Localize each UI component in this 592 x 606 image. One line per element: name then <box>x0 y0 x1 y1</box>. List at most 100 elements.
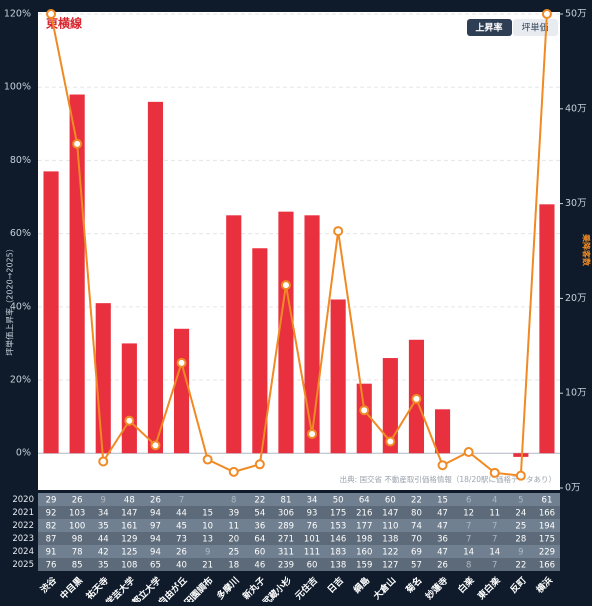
table-cell: 36 <box>437 535 448 545</box>
table-cell: 129 <box>121 535 137 545</box>
table-cell: 46 <box>254 561 265 571</box>
table-cell: 25 <box>515 522 526 532</box>
table-cell: 6 <box>466 496 471 506</box>
table-cell: 26 <box>72 496 83 506</box>
bar <box>435 409 450 453</box>
table-cell: 108 <box>121 561 137 571</box>
row-label: 2020 <box>12 495 34 505</box>
bar <box>96 303 111 453</box>
table-cell: 14 <box>463 548 474 558</box>
table-cell: 138 <box>330 561 346 571</box>
line-point <box>99 457 107 465</box>
bar <box>539 204 554 453</box>
bar <box>226 215 241 453</box>
table-cell: 12 <box>463 509 474 519</box>
table-cell: 103 <box>69 509 85 519</box>
table-cell: 20 <box>228 535 239 545</box>
row-label: 2023 <box>12 534 34 544</box>
line-point <box>47 10 55 18</box>
bar <box>357 384 372 454</box>
bar <box>148 102 163 453</box>
table-cell: 93 <box>307 509 318 519</box>
row-label: 2021 <box>12 508 34 518</box>
y2-tick-label: 10万 <box>565 388 587 399</box>
table-cell: 110 <box>382 522 398 532</box>
table-cell: 45 <box>176 522 187 532</box>
y2-tick-label: 50万 <box>565 9 587 20</box>
toggle-label[interactable]: 坪単価 <box>521 22 548 34</box>
bar <box>304 215 319 453</box>
line-point <box>308 430 316 438</box>
table-cell: 306 <box>278 509 294 519</box>
table-cell: 101 <box>304 535 320 545</box>
table-cell: 11 <box>489 509 500 519</box>
y-tick-label: 40% <box>10 301 31 312</box>
table-cell: 161 <box>121 522 137 532</box>
table-cell: 125 <box>121 548 137 558</box>
table-cell: 22 <box>411 496 422 506</box>
line-point <box>543 10 551 18</box>
line-point <box>517 472 525 480</box>
table-row <box>38 532 560 545</box>
table-cell: 8 <box>466 561 471 571</box>
table-cell: 81 <box>281 496 292 506</box>
line-point <box>465 448 473 456</box>
table-cell: 80 <box>411 509 422 519</box>
bar <box>174 329 189 453</box>
table-cell: 61 <box>542 496 553 506</box>
table-cell: 97 <box>150 522 161 532</box>
table-cell: 10 <box>202 522 213 532</box>
table-cell: 47 <box>437 522 448 532</box>
table-cell: 34 <box>307 496 318 506</box>
table-cell: 153 <box>330 522 346 532</box>
plot-panel <box>38 12 560 490</box>
table-cell: 73 <box>176 535 187 545</box>
line-point <box>256 460 264 468</box>
table-cell: 94 <box>150 535 161 545</box>
line-point <box>334 227 342 235</box>
row-label: 2025 <box>12 560 34 570</box>
table-cell: 11 <box>228 522 239 532</box>
table-cell: 311 <box>278 548 294 558</box>
line-point <box>412 395 420 403</box>
table-cell: 8 <box>231 496 236 506</box>
table-cell: 78 <box>72 548 83 558</box>
table-cell: 159 <box>356 561 372 571</box>
table-cell: 9 <box>205 548 210 558</box>
y-axis-title: 坪単価上昇率（2020→2025） <box>5 244 15 355</box>
table-cell: 122 <box>382 548 398 558</box>
table-cell: 69 <box>411 548 422 558</box>
line-point <box>491 469 499 477</box>
table-cell: 76 <box>307 522 318 532</box>
table-cell: 289 <box>278 522 294 532</box>
table-cell: 194 <box>539 522 555 532</box>
line-point <box>125 417 133 425</box>
table-cell: 216 <box>356 509 372 519</box>
table-cell: 94 <box>150 548 161 558</box>
table-cell: 9 <box>101 496 106 506</box>
table-cell: 7 <box>466 522 471 532</box>
table-cell: 29 <box>46 496 57 506</box>
table-cell: 7 <box>492 561 497 571</box>
line-point <box>360 406 368 414</box>
table-cell: 4 <box>492 496 497 506</box>
table-cell: 98 <box>72 535 83 545</box>
bar <box>122 343 137 453</box>
table-cell: 146 <box>330 535 346 545</box>
table-row <box>38 545 560 558</box>
table-cell: 35 <box>98 561 109 571</box>
table-cell: 34 <box>98 509 109 519</box>
table-cell: 175 <box>539 535 555 545</box>
table-cell: 82 <box>46 522 57 532</box>
line-point <box>73 140 81 148</box>
table-cell: 7 <box>492 522 497 532</box>
table-cell: 24 <box>515 509 526 519</box>
toggle-label[interactable]: 上昇率 <box>475 22 502 34</box>
table-cell: 35 <box>98 522 109 532</box>
table-row <box>38 506 560 519</box>
table-cell: 7 <box>492 535 497 545</box>
line-point <box>386 438 394 446</box>
table-cell: 64 <box>254 535 265 545</box>
